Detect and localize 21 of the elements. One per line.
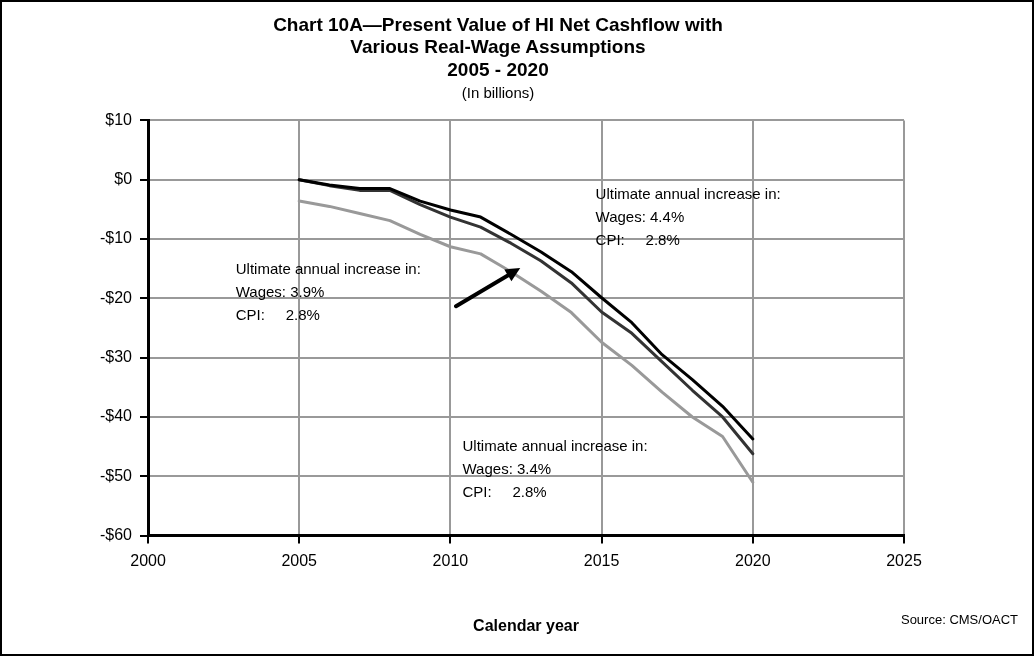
y-tick-label: -$20 [99,288,133,306]
x-tick-label: 2010 [432,551,469,569]
y-tick-label: -$10 [99,229,133,247]
y-tick-label: -$30 [99,348,133,366]
y-tick-label: -$40 [99,407,133,425]
y-tick-label: $10 [105,110,133,128]
y-tick-label: $0 [114,170,133,188]
source-note: Source: CMS/OACT [900,611,1019,627]
x-tick-label: 2005 [281,551,318,569]
x-tick-label: 2020 [735,551,771,569]
x-tick-label: 2025 [886,551,922,569]
annotation: Ultimate annual increase in: Wages: 3.9% CPI: 2.8% [235,260,421,324]
y-tick-label: -$60 [99,526,133,544]
x-tick-label: 2000 [130,551,166,569]
x-tick-label: 2015 [583,551,620,569]
chart-title: Chart 10A—Present Value of HI Net Cashflow with Various Real-Wage Assumptions 2005 - 2020 [273,13,723,81]
chart-subtitle: (In billions) [461,83,535,101]
annotation: Ultimate annual increase in: Wages: 4.4% CPI: 2.8% [595,185,781,249]
y-tick-label: -$50 [99,466,133,484]
x-axis-title: Calendar year [473,616,579,634]
annotation: Ultimate annual increase in: Wages: 3.4% CPI: 2.8% [462,436,648,500]
